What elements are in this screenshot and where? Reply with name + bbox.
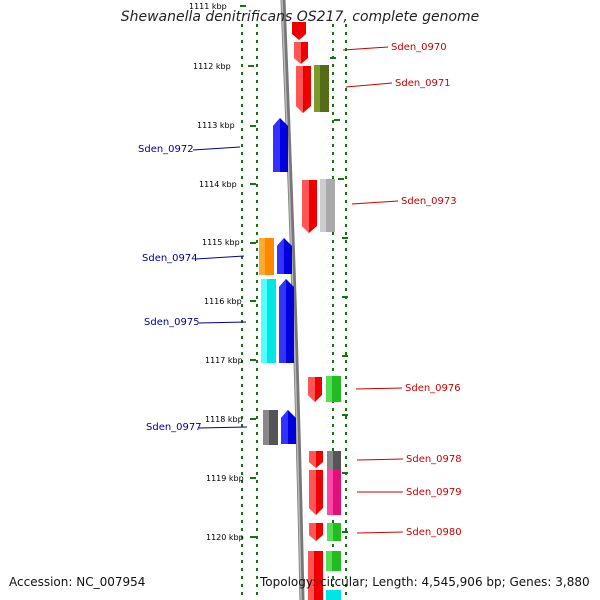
- gene-label-sden-0975: Sden_0975: [144, 317, 200, 328]
- gene-label-sden-0976: Sden_0976: [405, 383, 461, 394]
- gene-label-sden-0979: Sden_0979: [406, 487, 462, 498]
- scale-label: 1111 kbp: [189, 2, 227, 11]
- accession-text: Accession: NC_007954: [9, 575, 146, 589]
- gene-label-sden-0972: Sden_0972: [138, 144, 194, 155]
- scale-label: 1119 kbp: [206, 474, 244, 483]
- left-scale-track: [241, 20, 258, 600]
- gene-label-sden-0971: Sden_0971: [395, 78, 451, 89]
- gene-label-sden-0974: Sden_0974: [142, 253, 198, 264]
- scale-label: 1115 kbp: [202, 238, 240, 247]
- scale-label: 1113 kbp: [197, 121, 235, 130]
- gene-label-sden-0980: Sden_0980: [406, 527, 462, 538]
- scale-labels: 1111 kbp 1112 kbp 1113 kbp 1114 kbp 1115…: [189, 2, 244, 542]
- scale-label: 1114 kbp: [199, 180, 237, 189]
- map-title-overlay: Shewanella denitrificans OS217, complete…: [120, 9, 480, 25]
- scale-label: 1117 kbp: [205, 356, 243, 365]
- scale-ticks: [240, 5, 348, 538]
- gene-labels: Sden_0970 Sden_0971 Sden_0972 Sden_0973 …: [138, 42, 462, 538]
- right-scale-track: [331, 20, 348, 600]
- label-leaders: [192, 46, 404, 534]
- scale-label: 1120 kbp: [206, 533, 244, 542]
- scale-label: 1118 kbp: [205, 415, 243, 424]
- gene-label-sden-0978: Sden_0978: [406, 454, 462, 465]
- gene-label-sden-0973: Sden_0973: [401, 196, 457, 207]
- gene-next-c: [326, 590, 341, 600]
- scale-label: 1116 kbp: [204, 297, 242, 306]
- scale-label: 1112 kbp: [193, 62, 231, 71]
- gene-label-sden-0977: Sden_0977: [146, 422, 202, 433]
- reverse-strand-genes: [259, 118, 296, 445]
- gene-sden-0970a: [292, 22, 306, 40]
- gene-label-sden-0970: Sden_0970: [391, 42, 447, 53]
- topology-text: Topology: circular; Length: 4,545,906 bp…: [260, 575, 590, 589]
- forward-strand-genes: [292, 22, 341, 600]
- genome-backbone: [280, 0, 305, 600]
